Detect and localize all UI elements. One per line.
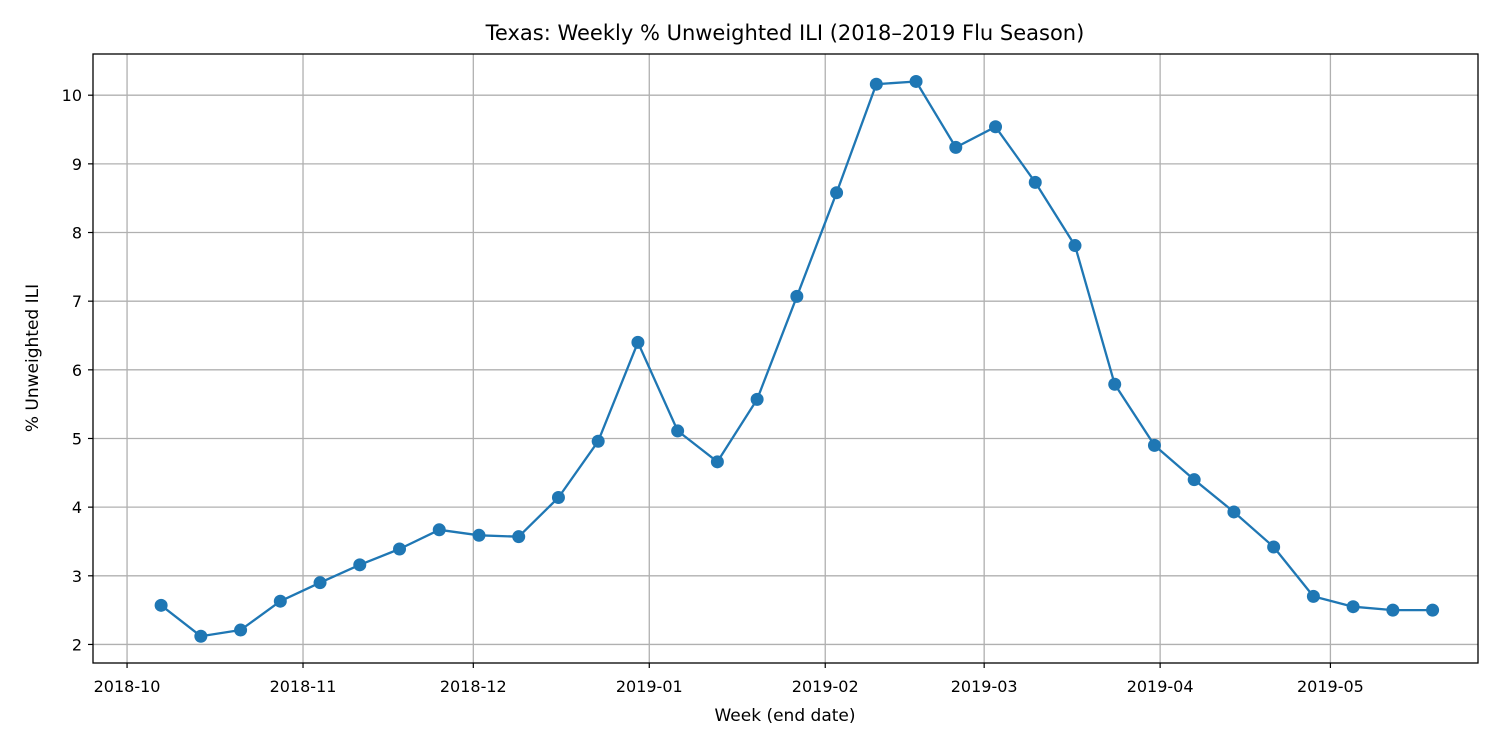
x-tick-label: 2019-03	[951, 677, 1018, 696]
y-tick-label: 7	[72, 292, 82, 311]
data-point	[1306, 589, 1320, 603]
data-point	[989, 120, 1003, 134]
data-point	[154, 598, 168, 612]
data-point	[353, 558, 367, 572]
x-tick-label: 2019-05	[1297, 677, 1364, 696]
data-point	[631, 335, 645, 349]
series-line	[160, 80, 1433, 638]
grid	[93, 54, 1478, 663]
data-point	[1267, 540, 1281, 554]
y-tick-label: 8	[72, 224, 82, 243]
x-tick-label: 2019-02	[792, 677, 859, 696]
data-point	[1187, 473, 1201, 487]
data-point	[671, 424, 685, 438]
y-tick-label: 4	[72, 498, 82, 517]
data-point	[591, 434, 605, 448]
x-tick-label: 2018-11	[270, 677, 337, 696]
data-point	[1346, 600, 1360, 614]
x-tick-label: 2018-10	[94, 677, 161, 696]
series-ili	[154, 74, 1440, 643]
data-point	[512, 530, 526, 544]
y-tick-label: 10	[62, 86, 82, 105]
y-tick-label: 6	[72, 361, 82, 380]
data-point	[393, 542, 407, 556]
x-tick-label: 2019-01	[616, 677, 683, 696]
data-point	[551, 491, 565, 505]
x-tick-label: 2018-12	[440, 677, 507, 696]
plot-frame	[92, 53, 1479, 664]
data-point	[273, 594, 287, 608]
data-point	[1227, 505, 1241, 519]
axis-ticks: 2018-10 2018-11 2018-12 2019-01 2019-02 2019-…	[62, 86, 1364, 696]
data-point	[313, 576, 327, 590]
data-point	[1426, 603, 1440, 617]
y-axis-title: % Unweighted ILI	[23, 284, 43, 432]
y-tick-label: 5	[72, 429, 82, 448]
data-point	[909, 74, 923, 88]
data-point	[750, 392, 764, 406]
data-point	[710, 455, 724, 469]
data-point	[194, 629, 208, 643]
y-tick-label: 9	[72, 155, 82, 174]
x-axis-title: Week (end date)	[714, 706, 855, 726]
data-point	[1068, 239, 1082, 253]
data-point	[472, 528, 486, 542]
data-point	[432, 523, 446, 537]
data-point	[949, 140, 963, 154]
data-point	[234, 623, 248, 637]
data-point	[1386, 603, 1400, 617]
data-point	[869, 77, 883, 91]
y-tick-label: 3	[72, 567, 82, 586]
data-point	[830, 186, 844, 200]
data-point	[1147, 438, 1161, 452]
y-tick-label: 2	[72, 635, 82, 654]
chart-title: Texas: Weekly % Unweighted ILI (2018–201…	[485, 21, 1085, 45]
data-point	[790, 289, 804, 303]
data-point	[1028, 175, 1042, 189]
data-point	[1108, 377, 1122, 391]
x-tick-label: 2019-04	[1127, 677, 1194, 696]
